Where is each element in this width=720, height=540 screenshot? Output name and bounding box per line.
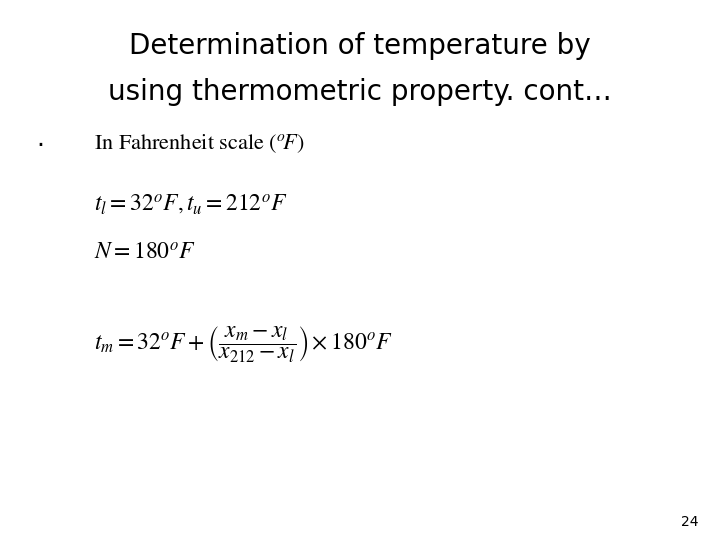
Text: In Fahrenheit scale $\left({}^{o}\!F\right)$: In Fahrenheit scale $\left({}^{o}\!F\rig…	[94, 132, 304, 155]
Text: $N = 180^o F$: $N = 180^o F$	[94, 240, 195, 264]
Text: $t_m = 32^o F + \left( \dfrac{x_m - x_l}{x_{212} - x_l} \right) \times 180^o F$: $t_m = 32^o F + \left( \dfrac{x_m - x_l}…	[94, 324, 392, 364]
Text: $t_l = 32^o F, t_u = 212^o F$: $t_l = 32^o F, t_u = 212^o F$	[94, 192, 287, 215]
Text: $\cdot$: $\cdot$	[36, 132, 43, 156]
Text: using thermometric property. cont…: using thermometric property. cont…	[108, 78, 612, 106]
Text: Determination of temperature by: Determination of temperature by	[129, 32, 591, 60]
Text: 24: 24	[681, 515, 698, 529]
